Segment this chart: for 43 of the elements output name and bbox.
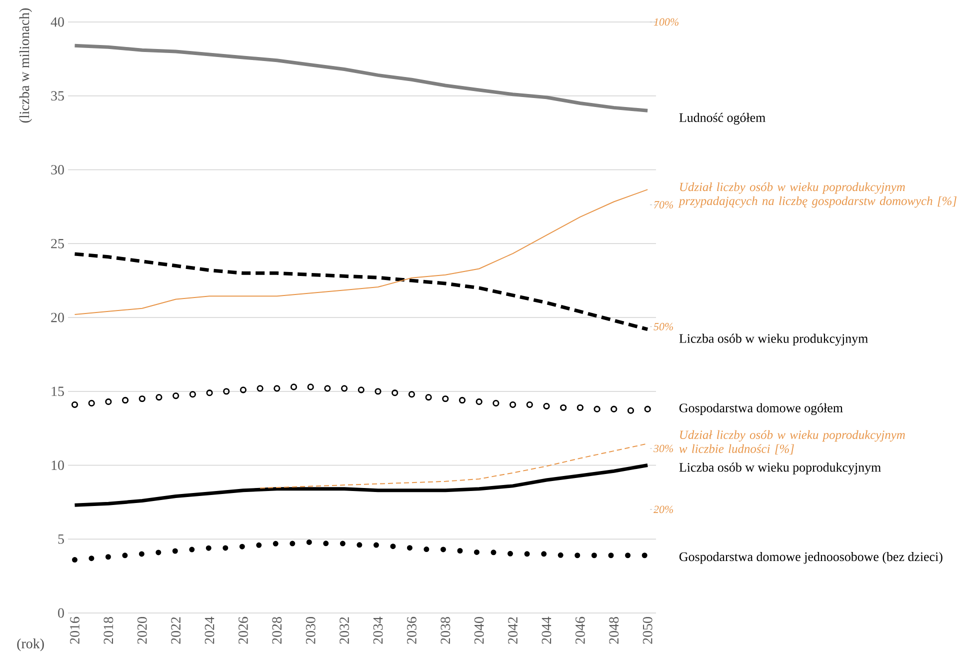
x-tick-label: 2036 <box>406 616 416 644</box>
text: Udział liczby osób w wieku poprodukcyjnym przypadających na liczbę gospodarstw domowych [%] <box>678 182 956 208</box>
x-tick-label: 2042 <box>508 617 518 644</box>
x-tick-label: 2020 <box>137 617 147 644</box>
y2-tick-label: 20% <box>654 506 673 514</box>
text: Gospodarstwa domowe jednoosobowe (bez dzieci) <box>679 552 942 564</box>
y2-tick-label: 70% <box>654 201 673 208</box>
y-tick-label: 35 <box>51 91 64 101</box>
x-tick-label: 2024 <box>204 616 214 644</box>
x-tick-label: 2046 <box>575 616 585 644</box>
x-tick-label: 2044 <box>542 616 552 644</box>
x-tick-label: 2034 <box>373 616 383 644</box>
x-tick-label: 2026 <box>238 616 248 644</box>
y-tick-label: 40 <box>50 17 64 27</box>
y-tick-label: 10 <box>52 460 64 470</box>
x-tick-label: 2022 <box>171 617 181 644</box>
x-tick-label: 2018 <box>104 617 114 644</box>
text: Liczba osób w wieku poprodukcyjnym <box>679 462 881 474</box>
y-axis-title: (liczba w milionach) <box>19 8 32 123</box>
y2-tick-label: 100% <box>654 18 678 26</box>
y2-tick-label: 30% <box>654 444 673 452</box>
text: Gospodarstwa domowe ogółem <box>679 403 843 416</box>
x-tick-label: 2050 <box>642 617 652 644</box>
y-tick-label: 30 <box>51 165 64 174</box>
x-tick-label: 2038 <box>440 617 450 644</box>
x-tick-label: 2032 <box>340 617 350 644</box>
y-tick-label: 25 <box>51 238 64 248</box>
x-tick-label: 2016 <box>70 616 80 644</box>
y-tick-label: 20 <box>51 312 64 322</box>
text: Ludność ogółem <box>679 112 766 125</box>
y2-tick-label: 50% <box>654 322 673 330</box>
line-series <box>72 252 650 332</box>
y-tick-label: 15 <box>52 386 64 396</box>
text: Udział liczby osób w wieku poprodukcyjnym w liczbie ludności [%] <box>679 430 905 455</box>
x-axis-title: (rok) <box>17 638 44 652</box>
x-tick-label: 2040 <box>474 617 484 644</box>
y-tick-label: 5 <box>58 534 64 544</box>
y-tick-label: 0 <box>58 608 64 618</box>
x-tick-label: 2028 <box>272 617 282 644</box>
text: Liczba osób w wieku produkcyjnym <box>679 334 868 346</box>
line-series <box>72 44 650 112</box>
x-tick-label: 2030 <box>306 617 316 644</box>
x-tick-label: 2048 <box>609 617 619 644</box>
